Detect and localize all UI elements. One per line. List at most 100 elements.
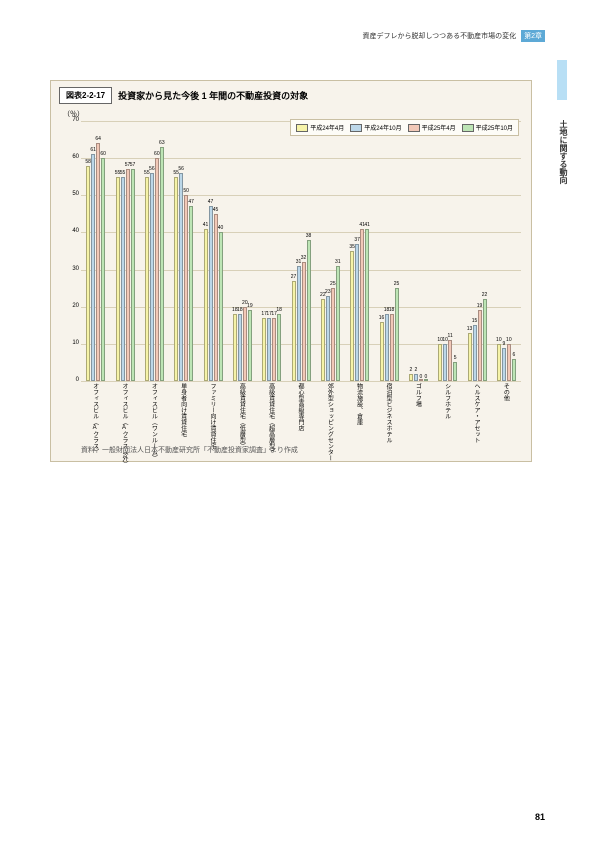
legend-swatch: [350, 124, 362, 132]
bar: [86, 166, 90, 381]
y-tick-label: 60: [67, 154, 79, 160]
bar-value-label: 6: [510, 352, 518, 358]
x-category-label: ヘルスケア・アセット: [473, 383, 479, 443]
bar-value-label: 45: [212, 207, 220, 213]
bar: [292, 281, 296, 381]
bar-value-label: 5: [451, 355, 459, 361]
y-tick-label: 30: [67, 266, 79, 272]
bar-value-label: 19: [246, 303, 254, 309]
bar: [219, 232, 223, 381]
legend-label: 平成24年10月: [364, 123, 401, 132]
figure-title: 投資家から見た今後 1 年間の不動産投資の対象: [118, 89, 308, 102]
bar: [468, 333, 472, 381]
bar: [160, 147, 164, 381]
bar: [331, 288, 335, 381]
bar-value-label: 11: [446, 333, 454, 339]
bar: [189, 206, 193, 381]
bar: [502, 348, 506, 381]
legend-item: 平成24年4月: [296, 123, 344, 132]
bar: [360, 229, 364, 381]
chart-source: 資料：一般財団法人日本不動産研究所「不動産投資家調査」より作成: [81, 445, 298, 455]
bar: [385, 314, 389, 381]
y-tick-label: 40: [67, 228, 79, 234]
header-breadcrumb: 資産デフレから脱却しつつある不動産市場の変化 第2章: [363, 30, 545, 42]
legend-item: 平成25年4月: [408, 123, 456, 132]
figure-label: 図表2-2-17: [59, 87, 112, 104]
bar: [512, 359, 516, 381]
bar: [101, 158, 105, 381]
chart-title-bar: 図表2-2-17 投資家から見た今後 1 年間の不動産投資の対象: [59, 87, 308, 104]
bar: [395, 288, 399, 381]
bar: [179, 173, 183, 381]
legend-swatch: [296, 124, 308, 132]
chapter-tag: 第2章: [521, 30, 545, 42]
bar-value-label: 41: [363, 222, 371, 228]
bar-value-label: 56: [177, 166, 185, 172]
x-category-label: 物流施設、倉庫: [356, 383, 362, 425]
bar: [126, 169, 130, 381]
bar: [243, 307, 247, 381]
legend-label: 平成25年4月: [422, 123, 456, 132]
legend-label: 平成24年4月: [310, 123, 344, 132]
legend-swatch: [462, 124, 474, 132]
bar-value-label: 31: [334, 259, 342, 265]
bar: [214, 214, 218, 381]
plot-area: 5861646055555757555660635556504741474540…: [81, 121, 521, 381]
x-category-label: その他: [502, 383, 508, 401]
bar: [248, 310, 252, 381]
bar: [302, 262, 306, 381]
bar: [336, 266, 340, 381]
y-tick-label: 20: [67, 303, 79, 309]
x-category-label: 郊外型ショッピングセンター: [326, 383, 332, 461]
bar-value-label: 2: [412, 367, 420, 373]
x-category-label: ゴルフ場: [414, 383, 420, 407]
bar: [365, 229, 369, 381]
bar-value-label: 47: [207, 199, 215, 205]
bar: [307, 240, 311, 381]
bar: [473, 325, 477, 381]
bar: [121, 177, 125, 381]
gridline: [81, 381, 521, 382]
bar-value-label: 18: [275, 307, 283, 313]
bar: [204, 229, 208, 381]
bar: [453, 362, 457, 381]
x-categories: オフィスビル（Aクラス）オフィスビル（Aクラス以外）オフィスビル（ワンルーム）単…: [81, 383, 521, 453]
legend-item: 平成25年10月: [462, 123, 513, 132]
bar-value-label: 63: [158, 140, 166, 146]
bar-value-label: 38: [305, 233, 313, 239]
legend-item: 平成24年10月: [350, 123, 401, 132]
bar: [155, 158, 159, 381]
bar: [326, 296, 330, 381]
bar-value-label: 25: [393, 281, 401, 287]
x-category-label: シルフホテル: [444, 383, 450, 419]
legend-label: 平成25年10月: [476, 123, 513, 132]
bar: [507, 344, 511, 381]
bar-value-label: 47: [187, 199, 195, 205]
bar: [478, 310, 482, 381]
bar: [238, 314, 242, 381]
bar-value-label: 40: [217, 225, 225, 231]
bar: [267, 318, 271, 381]
gridline: [81, 158, 521, 159]
page-number: 81: [535, 812, 545, 822]
bar: [145, 177, 149, 381]
bar: [380, 322, 384, 381]
legend-swatch: [408, 124, 420, 132]
bar: [497, 344, 501, 381]
bar-value-label: 22: [481, 292, 489, 298]
x-category-label: 宿泊型ビジネスホテル: [385, 383, 391, 443]
x-category-label: 単身者向け賃貸住宅: [180, 383, 186, 437]
bar-value-label: 64: [94, 136, 102, 142]
chart-container: 図表2-2-17 投資家から見た今後 1 年間の不動産投資の対象 （％） 平成2…: [50, 80, 532, 462]
bar: [233, 314, 237, 381]
bar: [390, 314, 394, 381]
x-category-label: 都心型高級専門店: [297, 383, 303, 431]
side-section-title: 土地に関する動向: [558, 120, 567, 184]
bar: [277, 314, 281, 381]
bar: [272, 318, 276, 381]
bar-value-label: 57: [129, 162, 137, 168]
bar-value-label: 0: [422, 374, 430, 380]
x-category-label: ファミリー向け賃貸住宅: [209, 383, 215, 449]
bar: [409, 374, 413, 381]
bar: [355, 244, 359, 381]
